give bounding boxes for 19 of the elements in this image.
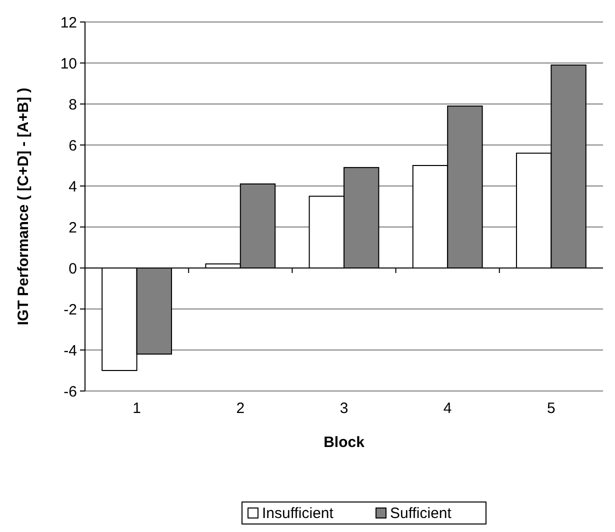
x-tick-label: 4 bbox=[443, 400, 452, 417]
y-tick-label: 10 bbox=[60, 55, 77, 72]
y-tick-label: 12 bbox=[60, 14, 77, 32]
y-tick-label: 2 bbox=[68, 219, 77, 236]
x-tick-label: 1 bbox=[132, 400, 141, 417]
y-tick-label: 8 bbox=[68, 96, 77, 114]
y-axis-title: IGT Performance ( [C+D] - [A+B] ) bbox=[15, 88, 32, 326]
legend-label: Insufficient bbox=[262, 505, 334, 522]
y-tick-label: 4 bbox=[68, 178, 77, 196]
legend-label: Sufficient bbox=[390, 505, 452, 522]
x-axis-title: Block bbox=[324, 434, 366, 451]
y-tick-label: -2 bbox=[64, 301, 77, 318]
x-tick-label: 5 bbox=[547, 400, 556, 417]
y-tick-label: -6 bbox=[64, 383, 77, 400]
x-tick-label: 2 bbox=[236, 400, 245, 417]
y-tick-label: 6 bbox=[68, 137, 77, 154]
x-tick-label: 3 bbox=[340, 400, 348, 417]
y-tick-label: -4 bbox=[64, 342, 77, 360]
y-tick-label: 0 bbox=[68, 260, 77, 278]
